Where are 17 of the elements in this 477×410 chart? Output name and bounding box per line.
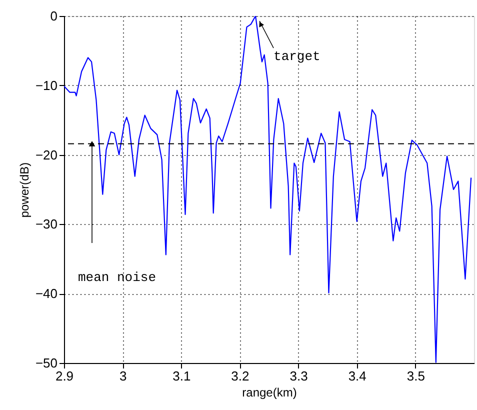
annotation: target [274, 49, 320, 64]
y-tick-label: −10 [35, 78, 58, 93]
y-tick-label: −30 [35, 216, 58, 232]
ref-line-label: mean noise [78, 270, 156, 285]
x-tick-label: 3 [119, 368, 127, 384]
y-tick-label: 0 [50, 8, 58, 24]
y-axis-title: power(dB) [17, 162, 32, 218]
y-tick-label: −20 [35, 147, 58, 162]
x-axis-title: range(km) [242, 386, 297, 400]
x-tick-label: 3.5 [406, 368, 425, 384]
x-tick-label: 3.1 [172, 368, 191, 384]
x-tick-label: 3.2 [231, 368, 250, 384]
y-tick-label: −40 [35, 286, 58, 302]
x-tick-label: 3.4 [348, 368, 366, 384]
y-tick-label: −50 [35, 356, 58, 370]
x-tick-label: 2.9 [55, 368, 74, 384]
x-tick-label: 3.3 [290, 368, 308, 384]
